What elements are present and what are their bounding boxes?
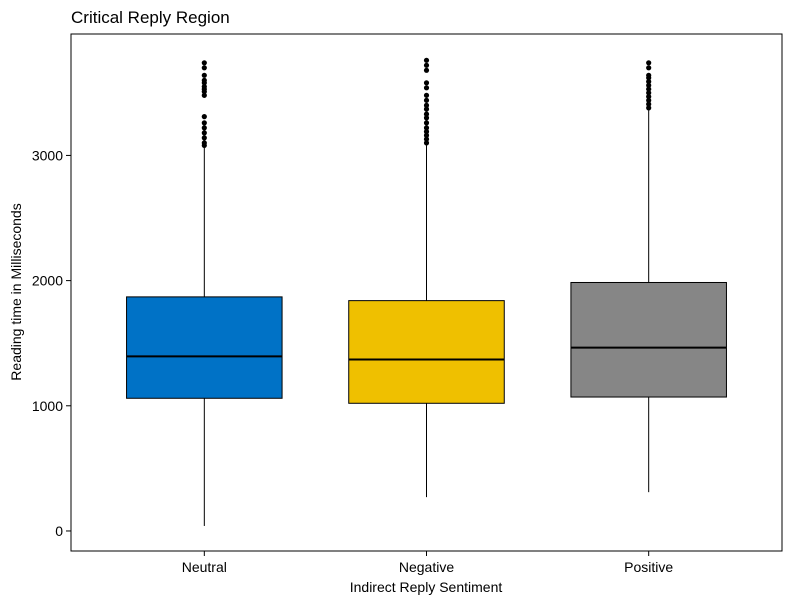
outlier-point xyxy=(423,80,430,86)
box-group-neutral xyxy=(126,60,283,526)
outlier-point xyxy=(201,92,207,98)
outlier-point xyxy=(201,140,207,146)
outlier-point xyxy=(423,106,430,112)
box-iqr xyxy=(348,300,505,404)
outlier-point xyxy=(201,83,207,90)
outlier-point xyxy=(646,101,652,107)
outlier-point xyxy=(423,67,430,73)
y-tick-label: 3000 xyxy=(32,147,63,163)
chart-title: Critical Reply Region xyxy=(71,8,230,27)
outlier-point xyxy=(646,72,652,78)
y-axis-label: Reading time in Milliseconds xyxy=(8,203,24,380)
box-iqr xyxy=(570,281,727,398)
box-group-negative xyxy=(348,57,505,498)
outlier-point xyxy=(423,120,430,126)
outlier-point xyxy=(423,115,430,121)
outlier-point xyxy=(201,130,207,136)
outlier-point xyxy=(423,57,430,63)
x-axis: Neutral Negative Positive xyxy=(182,551,673,575)
outlier-point xyxy=(646,90,652,96)
outlier-point xyxy=(423,97,430,103)
y-tick-label: 0 xyxy=(55,523,63,539)
outlier-point xyxy=(423,132,430,138)
outlier-point xyxy=(646,78,652,85)
outlier-point xyxy=(646,86,652,92)
outlier-point xyxy=(201,114,207,120)
x-tick-label: Neutral xyxy=(182,559,227,575)
outlier-point xyxy=(646,82,652,88)
y-axis: 0 1000 2000 3000 xyxy=(32,147,71,539)
outlier-point xyxy=(646,93,652,100)
outlier-point xyxy=(646,105,652,111)
outlier-point xyxy=(201,77,207,83)
outlier-point xyxy=(423,125,430,131)
box-iqr xyxy=(126,296,283,399)
outlier-point xyxy=(423,140,430,146)
outlier-point xyxy=(423,85,430,91)
y-tick-label: 2000 xyxy=(32,273,63,289)
outlier-point xyxy=(423,129,430,135)
outlier-point xyxy=(201,120,207,126)
outlier-point xyxy=(423,136,430,142)
outlier-point xyxy=(423,62,430,68)
x-tick-label: Positive xyxy=(624,559,673,575)
outlier-point xyxy=(646,65,652,71)
outlier-point xyxy=(646,60,652,66)
boxes-layer xyxy=(126,57,727,526)
outlier-point xyxy=(646,97,652,103)
outlier-point xyxy=(201,65,207,71)
x-axis-label: Indirect Reply Sentiment xyxy=(350,579,503,595)
outlier-point xyxy=(423,111,430,117)
outlier-point xyxy=(201,60,207,66)
x-tick-label: Negative xyxy=(399,559,454,575)
outlier-point xyxy=(201,135,207,141)
outlier-point xyxy=(423,102,430,108)
outlier-point xyxy=(423,92,430,98)
outlier-point xyxy=(201,72,207,78)
y-tick-label: 1000 xyxy=(32,398,63,414)
box-group-positive xyxy=(570,60,727,493)
outlier-point xyxy=(201,125,207,131)
